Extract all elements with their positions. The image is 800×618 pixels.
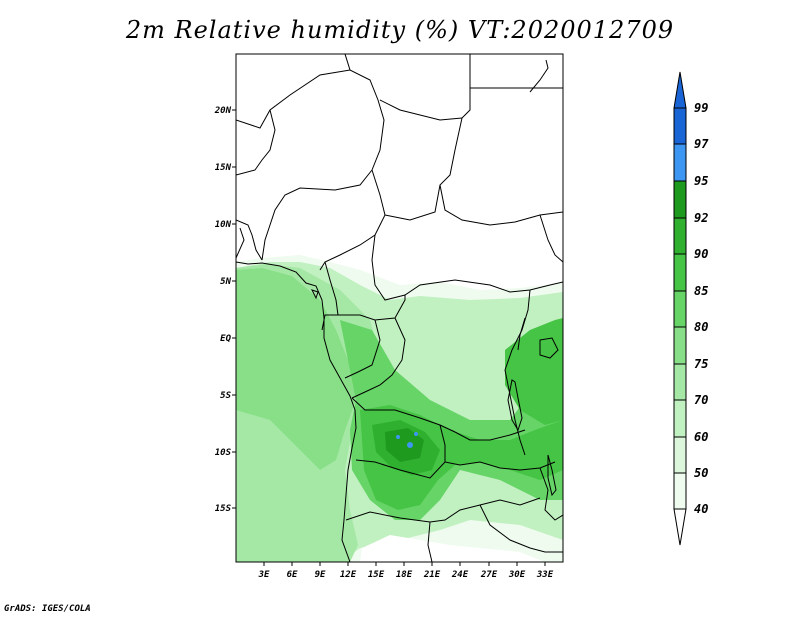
colorbar-segment-40-50: [673, 472, 687, 510]
border: [371, 234, 563, 301]
colorbar-label: 60: [694, 430, 708, 444]
lake-victoria: [539, 337, 559, 359]
colorbar-label: 50: [694, 466, 708, 480]
red-sea-coast: [529, 59, 549, 93]
coastline: [236, 261, 357, 562]
border: [236, 109, 276, 176]
colorbar-segment-92-95: [673, 180, 687, 219]
grads-credit: GrADS: IGES/COLA: [4, 604, 91, 614]
colorbar-label: 95: [694, 174, 708, 188]
border: [236, 227, 245, 259]
lat-label: 10S: [215, 448, 232, 458]
humidity-field: [236, 54, 563, 562]
colorbar-segment-60-70: [673, 399, 687, 438]
border: [539, 467, 563, 521]
lon-label: 24E: [451, 570, 469, 580]
border: [261, 169, 373, 261]
border: [344, 54, 351, 71]
lon-label: 9E: [315, 570, 326, 580]
colorbar-label: 85: [694, 284, 708, 298]
border: [427, 521, 433, 562]
humidity-area-75-80: [236, 268, 356, 470]
colorbar-label: 80: [694, 320, 708, 334]
chart-title: 2m Relative humidity (%) VT:2020012709: [125, 16, 675, 44]
colorbar: 99 97 95 92 90 85 80 75 70 60 50 40: [673, 71, 709, 546]
lon-label: 12E: [340, 570, 357, 580]
longitude-axis: 3E 6E 9E 12E 15E 18E 21E 24E 27E 30E 33E: [258, 562, 554, 580]
lon-label: 18E: [396, 570, 413, 580]
colorbar-label: 90: [694, 247, 708, 261]
colorbar-label: 70: [694, 393, 708, 407]
lon-label: 21E: [423, 570, 441, 580]
border: [504, 289, 531, 456]
border: [351, 397, 526, 441]
humidity-dry-area-south: [360, 535, 545, 562]
colorbar-segment-80-85: [673, 290, 687, 328]
border: [439, 424, 556, 471]
border: [319, 169, 386, 271]
colorbar-segment-50-60: [673, 436, 687, 474]
lat-label: EQ: [220, 334, 231, 344]
map-frame: [235, 53, 564, 563]
colorbar-segment-75-80: [673, 326, 687, 365]
colorbar-segment-85-90: [673, 253, 687, 292]
border: [345, 497, 541, 523]
border: [384, 184, 441, 221]
lon-label: 3E: [258, 570, 270, 580]
humidity-area-95-97: [407, 442, 413, 448]
humidity-area-95-97-c: [414, 432, 418, 436]
colorbar-segment-97-99: [673, 107, 687, 145]
border: [479, 504, 563, 553]
colorbar-label: 92: [694, 211, 708, 225]
country-borders: [236, 54, 563, 562]
colorbar-bottom-triangle: [673, 508, 687, 546]
coast-bioko: [311, 289, 319, 300]
border: [338, 314, 381, 379]
colorbar-label: 40: [694, 502, 708, 516]
colorbar-segment-95-97: [673, 143, 687, 182]
lake-malawi: [547, 454, 557, 497]
colorbar-label: 97: [694, 137, 709, 151]
lon-label: 30E: [508, 570, 526, 580]
lake-tanganyika: [507, 379, 523, 432]
colorbar-label: 99: [694, 101, 708, 115]
lon-label: 27E: [480, 570, 498, 580]
border: [321, 261, 339, 331]
latitude-axis: 20N 15N 10N 5N EQ 5S 10S 15S: [214, 106, 236, 514]
humidity-area-85-90-east: [505, 318, 563, 425]
border: [539, 214, 563, 263]
lat-label: 5N: [220, 277, 231, 287]
border: [379, 99, 463, 121]
lon-label: 6E: [287, 570, 298, 580]
lon-label: 15E: [368, 570, 385, 580]
colorbar-top-triangle: [673, 71, 687, 109]
colorbar-label: 75: [694, 357, 708, 371]
lat-label: 10N: [215, 220, 232, 230]
border: [351, 317, 406, 399]
lat-label: 15S: [215, 504, 232, 514]
lon-label: 33E: [536, 570, 554, 580]
border: [374, 295, 406, 321]
colorbar-segment-70-75: [673, 363, 687, 401]
lat-label: 15N: [215, 163, 232, 173]
border: [236, 219, 263, 261]
colorbar-segment-90-92: [673, 217, 687, 255]
border: [355, 459, 446, 479]
border: [439, 54, 563, 226]
lake-albert: [517, 317, 526, 351]
lat-label: 20N: [214, 106, 232, 116]
humidity-area-95-97-b: [396, 435, 400, 439]
humidity-area-92-95: [385, 428, 424, 462]
lat-label: 5S: [220, 391, 231, 401]
